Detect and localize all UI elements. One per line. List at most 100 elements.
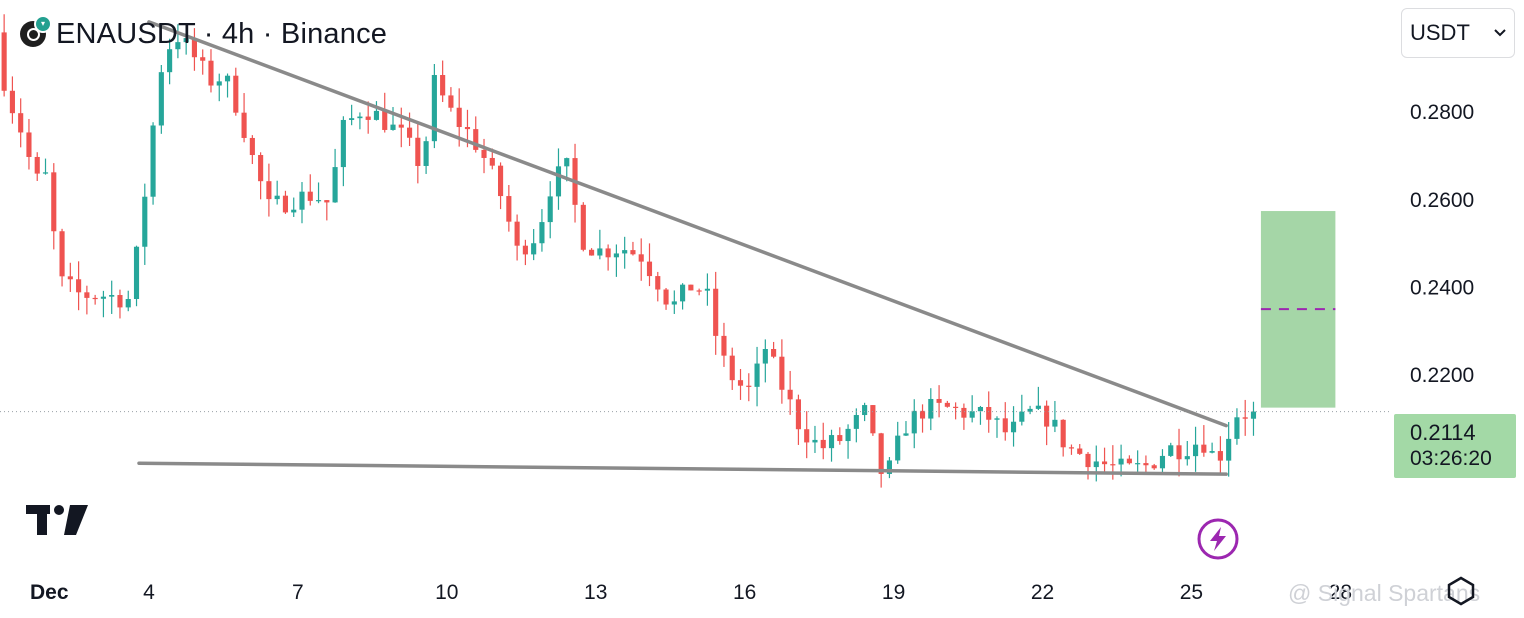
candle-body [349, 118, 355, 120]
candle-body [324, 200, 330, 203]
candle-body [696, 290, 702, 292]
candle-body [886, 460, 892, 474]
candle-body [903, 433, 909, 436]
symbol-name: ENAUSDT [56, 17, 196, 50]
candle-body [150, 125, 156, 197]
candle-body [564, 158, 570, 167]
chart-header: ▾ ENAUSDT · 4h · Binance [20, 14, 387, 54]
candle-body [1151, 465, 1157, 469]
candle-body [795, 399, 801, 430]
candle-body [406, 127, 413, 138]
candle-body [158, 72, 164, 126]
candle-body [357, 116, 363, 119]
candle-body [241, 112, 247, 138]
candle-body [340, 119, 346, 168]
candle-body [1010, 421, 1017, 433]
candle-body [266, 181, 272, 200]
candle-body [828, 435, 835, 449]
candle-body [117, 295, 123, 308]
candle-body [1143, 463, 1149, 466]
candle-body [1085, 453, 1091, 468]
candle-body [258, 155, 264, 182]
candle-body [704, 288, 710, 291]
candle-body [671, 301, 677, 305]
symbol-title[interactable]: ENAUSDT · 4h · Binance [56, 18, 387, 51]
candle-body [125, 298, 131, 308]
candle-body [1118, 458, 1124, 465]
lightning-icon[interactable] [1197, 518, 1239, 560]
candle-body [936, 398, 942, 403]
candle-body [721, 335, 727, 356]
candle-body [489, 157, 495, 166]
candle-body [1226, 438, 1232, 461]
candle-body [622, 250, 628, 254]
candle-body [200, 57, 206, 61]
title-separator: · [262, 17, 273, 50]
candle-body [986, 406, 992, 420]
candle-body [630, 250, 636, 255]
currency-select[interactable]: USDT [1401, 8, 1515, 58]
y-tick-label: 0.2600 [1410, 189, 1474, 212]
candle-body [804, 429, 810, 443]
candle-body [862, 405, 868, 416]
candle-body [754, 363, 760, 387]
x-tick-label: 4 [143, 581, 155, 604]
candle-body [18, 113, 24, 133]
candle-body [398, 124, 404, 128]
candle-body [109, 295, 115, 297]
candle-body [9, 90, 15, 114]
candle-body [34, 156, 40, 174]
x-tick-label: 13 [584, 581, 607, 604]
candle-body [315, 200, 322, 202]
chevron-down-icon [1494, 29, 1506, 37]
candle-body [713, 288, 719, 336]
candle-body [1044, 405, 1050, 427]
bar-countdown: 03:26:20 [1410, 447, 1492, 470]
settings-hex-icon[interactable] [1447, 576, 1475, 606]
candle-body [382, 110, 388, 130]
candle-body [762, 349, 768, 364]
candle-body [506, 196, 512, 222]
tradingview-logo-icon[interactable] [26, 505, 88, 535]
candle-body [638, 254, 644, 262]
candle-body [1, 32, 7, 91]
candle-body [92, 297, 98, 300]
candle-body [547, 196, 553, 223]
candle-body [1135, 463, 1141, 465]
candle-body [291, 209, 297, 213]
candle-body [994, 418, 1000, 420]
title-separator: · [203, 17, 214, 50]
candle-body [332, 167, 338, 203]
candle-body [746, 385, 752, 387]
y-tick-label: 0.2800 [1410, 101, 1474, 124]
candle-body [771, 349, 777, 357]
candle-body [133, 246, 140, 299]
candle-body [167, 49, 173, 73]
candle-body [423, 141, 429, 166]
candle-body [522, 245, 528, 255]
candle-body [787, 389, 793, 400]
candle-body [870, 405, 876, 434]
candle-body [1209, 451, 1215, 453]
candle-body [928, 398, 934, 419]
candle-body [953, 406, 959, 409]
candle-body [233, 75, 239, 113]
candle-body [224, 75, 231, 82]
candle-body [1168, 445, 1174, 456]
candle-body [373, 110, 380, 120]
candle-body [481, 149, 487, 158]
candle-body [431, 75, 437, 142]
candle-body [514, 221, 520, 246]
candle-body [464, 127, 471, 130]
support-line [137, 461, 1228, 476]
candle-body [191, 38, 197, 58]
y-tick-label: 0.2400 [1410, 276, 1474, 299]
candle-body [1159, 455, 1166, 469]
candle-body [1077, 448, 1083, 454]
candle-body [456, 107, 462, 128]
candle-body [729, 355, 735, 381]
candle-body [820, 439, 826, 449]
x-tick-label: 7 [292, 581, 304, 604]
candle-body [1234, 417, 1240, 439]
